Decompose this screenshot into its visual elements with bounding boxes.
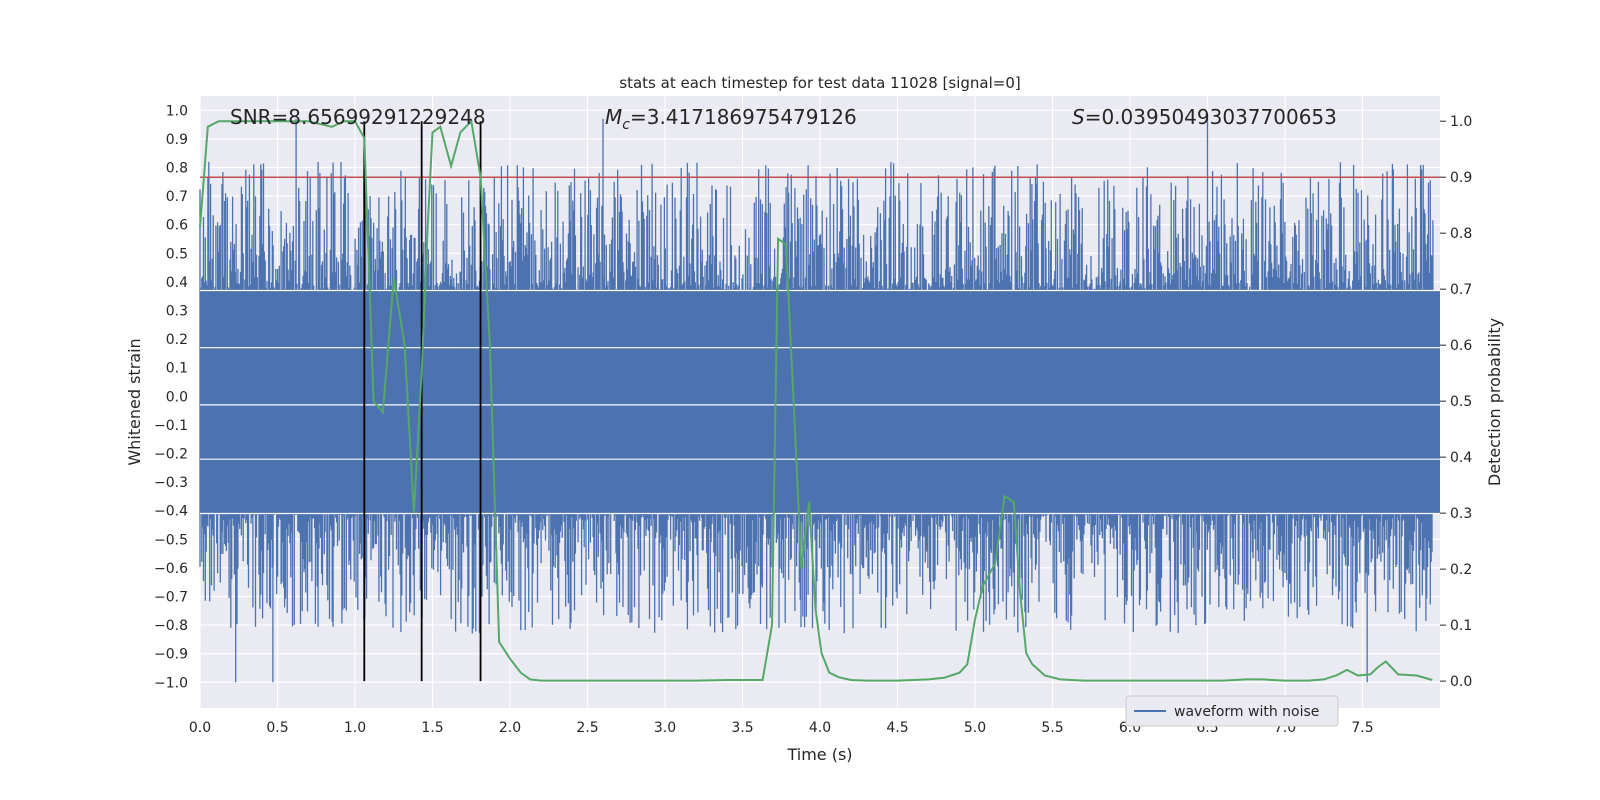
y-left-tick-label: 0.0 <box>166 389 188 405</box>
chart-title: stats at each timestep for test data 110… <box>619 74 1020 92</box>
x-tick-label: 2.0 <box>499 720 521 736</box>
y-ticks-right: 1.0 0.9 0.8 0.7 0.6 0.5 0.4 0.3 0.2 0.1 0.0 <box>1440 114 1472 690</box>
y-left-tick-label: 0.7 <box>166 189 188 205</box>
x-tick-label: 5.5 <box>1041 720 1063 736</box>
x-tick-label: 0.5 <box>266 720 288 736</box>
x-tick-label: 3.5 <box>731 720 753 736</box>
vertical-lines <box>363 121 482 682</box>
y-right-tick-label: 1.0 <box>1450 114 1472 130</box>
waveform-series <box>199 118 1440 683</box>
y-left-tick-label: −0.7 <box>154 589 188 605</box>
snr-annotation: SNR=8.65699291229248 <box>230 105 486 129</box>
s-symbol: S <box>1072 105 1085 129</box>
y-ticks-left: 1.0 0.9 0.8 0.7 0.6 0.5 0.4 0.3 0.2 0.1 0.0 −0.1 −0.… <box>154 103 188 691</box>
x-tick-label: 4.5 <box>886 720 908 736</box>
x-axis-label: Time (s) <box>786 745 852 764</box>
y-left-tick-label: −0.6 <box>154 561 188 577</box>
y-axis-label-right: Detection probability <box>1485 318 1504 486</box>
y-left-tick-label: 0.1 <box>166 361 188 377</box>
y-left-tick-label: 0.5 <box>166 246 188 262</box>
x-tick-label: 1.5 <box>421 720 443 736</box>
y-left-tick-label: 0.9 <box>166 132 188 148</box>
chirp-mass-symbol: M <box>605 105 622 129</box>
probability-line <box>199 119 1433 682</box>
x-tick-label: 3.0 <box>654 720 676 736</box>
y-left-tick-label: 0.2 <box>166 332 188 348</box>
y-right-tick-label: 0.4 <box>1450 450 1472 466</box>
x-tick-label: 5.0 <box>964 720 986 736</box>
x-tick-label: 2.5 <box>576 720 598 736</box>
y-left-tick-label: 0.8 <box>166 160 188 176</box>
chirp-mass-annotation: Mc=3.417186975479126 <box>605 105 857 133</box>
y-right-tick-label: 0.8 <box>1450 226 1472 242</box>
s-value: =0.03950493037700653 <box>1085 105 1337 129</box>
chirp-mass-subscript: c <box>622 117 630 133</box>
y-left-tick-label: −0.1 <box>154 418 188 434</box>
y-right-tick-label: 0.7 <box>1450 282 1472 298</box>
y-axis-label-left: Whitened strain <box>125 338 144 465</box>
x-tick-label: 4.0 <box>809 720 831 736</box>
y-left-tick-label: −0.2 <box>154 446 188 462</box>
y-left-tick-label: 0.6 <box>166 218 188 234</box>
y-right-tick-label: 0.6 <box>1450 338 1472 354</box>
y-right-tick-label: 0.0 <box>1450 674 1472 690</box>
chirp-mass-value: =3.417186975479126 <box>630 105 857 129</box>
y-left-tick-label: −0.4 <box>154 504 188 520</box>
waveform-line <box>199 118 1434 683</box>
y-right-tick-label: 0.1 <box>1450 618 1472 634</box>
y-left-tick-label: −0.5 <box>154 532 188 548</box>
y-left-tick-label: 1.0 <box>166 103 188 119</box>
probability-series <box>199 119 1433 682</box>
y-left-tick-label: 0.4 <box>166 275 188 291</box>
x-tick-label: 7.5 <box>1351 720 1373 736</box>
y-right-tick-label: 0.9 <box>1450 170 1472 186</box>
s-annotation: S=0.03950493037700653 <box>1072 105 1337 129</box>
y-left-tick-label: −0.3 <box>154 475 188 491</box>
y-left-tick-label: 0.3 <box>166 303 188 319</box>
y-right-tick-label: 0.5 <box>1450 394 1472 410</box>
x-tick-label: 1.0 <box>344 720 366 736</box>
x-tick-label: 0.0 <box>189 720 211 736</box>
y-right-tick-label: 0.2 <box>1450 562 1472 578</box>
y-left-tick-label: −1.0 <box>154 675 188 691</box>
legend-box <box>1125 695 1339 727</box>
legend-label: waveform with noise <box>1174 704 1319 720</box>
legend: waveform with noise <box>1125 695 1339 727</box>
y-right-tick-label: 0.3 <box>1450 506 1472 522</box>
y-left-tick-label: −0.8 <box>154 618 188 634</box>
y-left-tick-label: −0.9 <box>154 647 188 663</box>
horizontal-bands <box>200 289 1440 515</box>
